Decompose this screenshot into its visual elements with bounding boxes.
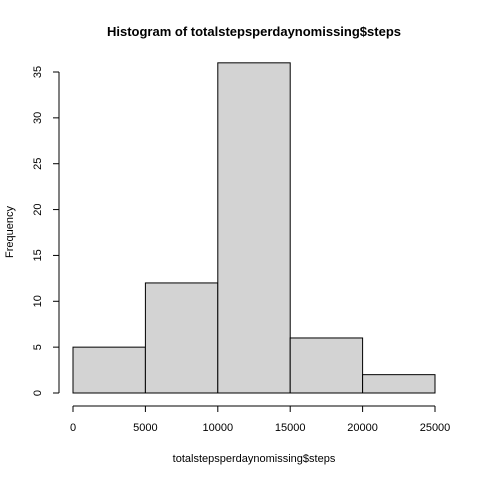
y-axis: 0 5 10 15 20 25 30 35 <box>32 66 60 396</box>
y-axis-label: Frequency <box>4 206 16 258</box>
x-tick-label: 0 <box>70 422 76 434</box>
histogram-bar <box>362 374 436 394</box>
bars-group <box>72 62 436 394</box>
chart-title: Histogram of totalstepsperdaynomissing$s… <box>107 24 401 39</box>
histogram-bar <box>289 337 364 394</box>
x-axis: 0 5000 10000 15000 20000 25000 <box>70 405 451 434</box>
x-tick-label: 10000 <box>203 422 234 434</box>
histogram-bar <box>217 62 291 394</box>
y-tick-label: 15 <box>32 249 44 261</box>
y-tick-label: 20 <box>32 203 44 215</box>
y-tick-label: 0 <box>32 390 44 396</box>
x-axis-label: totalstepsperdaynomissing$steps <box>173 453 336 465</box>
y-tick-label: 5 <box>32 344 44 350</box>
y-tick-label: 30 <box>32 112 44 124</box>
x-tick-label: 5000 <box>133 422 157 434</box>
x-tick-label: 15000 <box>275 422 306 434</box>
y-tick-label: 35 <box>32 66 44 78</box>
histogram-bar <box>144 282 219 394</box>
x-tick-label: 25000 <box>420 422 451 434</box>
histogram-bar <box>72 346 146 394</box>
x-tick-label: 20000 <box>347 422 378 434</box>
y-tick-label: 10 <box>32 295 44 307</box>
y-tick-label: 25 <box>32 158 44 170</box>
